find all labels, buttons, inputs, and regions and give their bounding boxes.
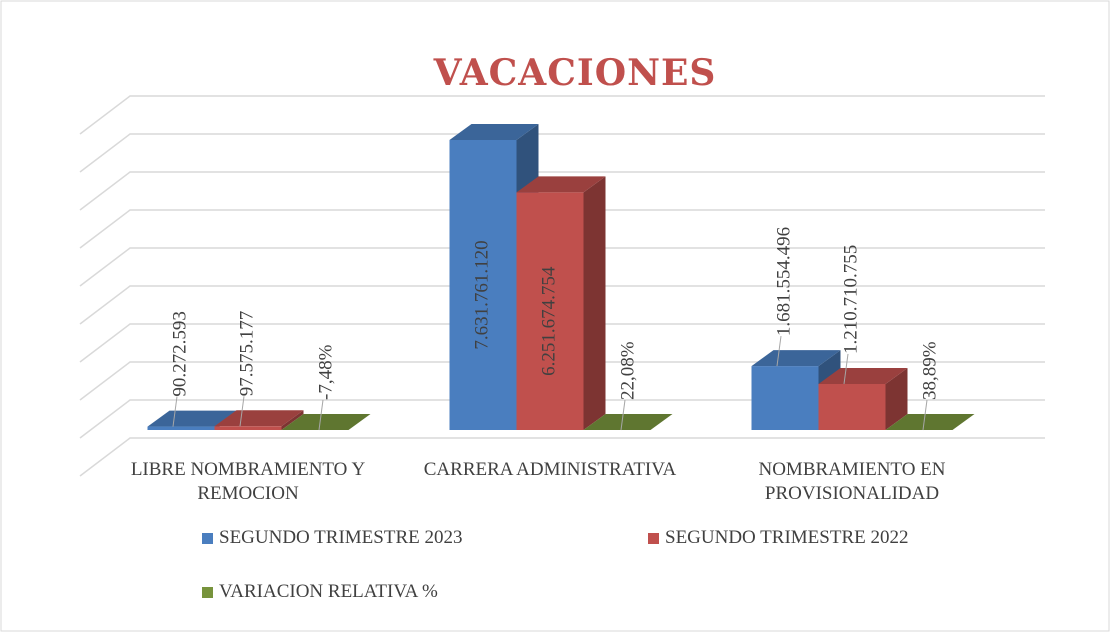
x-tick-label: LIBRE NOMBRAMIENTO Y REMOCION <box>130 459 366 504</box>
bar-front <box>147 426 215 430</box>
bar-top <box>818 367 908 384</box>
bar-top <box>751 350 841 367</box>
leader-line <box>776 336 782 367</box>
grid-line <box>79 323 1045 363</box>
grid-line <box>79 209 1045 249</box>
bar-top <box>516 176 606 193</box>
legend-item: VARIACION RELATIVA % <box>202 580 462 604</box>
legend-swatch <box>202 587 213 598</box>
x-tick-label: NOMBRAMIENTO EN PROVISIONALIDAD <box>758 459 946 504</box>
grid-line <box>79 285 1045 325</box>
bar <box>885 414 975 430</box>
grid-line <box>79 437 1045 477</box>
leader-line <box>620 399 626 431</box>
data-label: 38,89% <box>919 341 940 400</box>
leader-line <box>239 396 245 427</box>
grid-line <box>79 361 1045 401</box>
data-label: 1.681.554.496 <box>773 227 794 336</box>
bar <box>583 414 673 430</box>
leader-line <box>922 399 928 431</box>
grid-line <box>79 247 1045 287</box>
data-label: 90.272.593 <box>169 311 190 397</box>
legend-item: SEGUNDO TRIMESTRE 2022 <box>648 526 978 550</box>
bar-front <box>751 366 819 430</box>
data-label: 22,08% <box>617 341 638 400</box>
data-label: 6.251.674.754 <box>538 266 559 376</box>
bar <box>281 414 371 430</box>
bar-top <box>885 414 975 430</box>
bar-front <box>516 192 584 430</box>
bar-front <box>449 139 517 430</box>
data-label: 97.575.177 <box>236 311 257 397</box>
legend-label: SEGUNDO TRIMESTRE 2022 <box>665 527 909 548</box>
bar <box>516 176 606 430</box>
bar-side <box>583 176 606 430</box>
bar <box>818 367 908 430</box>
bar-top <box>147 410 237 427</box>
leader-line <box>843 353 849 385</box>
data-label: 1.210.710.755 <box>840 245 861 354</box>
data-label: 7.631.761.120 <box>471 240 492 349</box>
legend-item: SEGUNDO TRIMESTRE 2023 <box>202 526 532 550</box>
grid-line <box>79 95 1045 135</box>
bar-top <box>583 414 673 430</box>
bar-front <box>214 426 282 430</box>
bar <box>214 410 304 430</box>
leader-line <box>172 396 178 427</box>
legend-swatch <box>202 533 213 544</box>
legend-label: VARIACION RELATIVA % <box>219 581 438 602</box>
x-tick-label: CARRERA ADMINISTRATIVA <box>423 459 677 480</box>
chart-title: VACACIONES <box>433 52 717 94</box>
bar-top <box>449 123 539 140</box>
grid-line <box>79 399 1045 439</box>
legend-label: SEGUNDO TRIMESTRE 2023 <box>219 527 463 548</box>
legend-swatch <box>648 533 659 544</box>
bar-side <box>281 410 304 430</box>
bar-top <box>214 410 304 427</box>
data-label: -7,48% <box>315 344 336 400</box>
bar-top <box>281 414 371 430</box>
leader-line <box>318 399 324 431</box>
grid-line <box>79 133 1045 173</box>
grid-line <box>79 171 1045 211</box>
bar-side <box>885 367 908 430</box>
bar-front <box>818 383 886 430</box>
